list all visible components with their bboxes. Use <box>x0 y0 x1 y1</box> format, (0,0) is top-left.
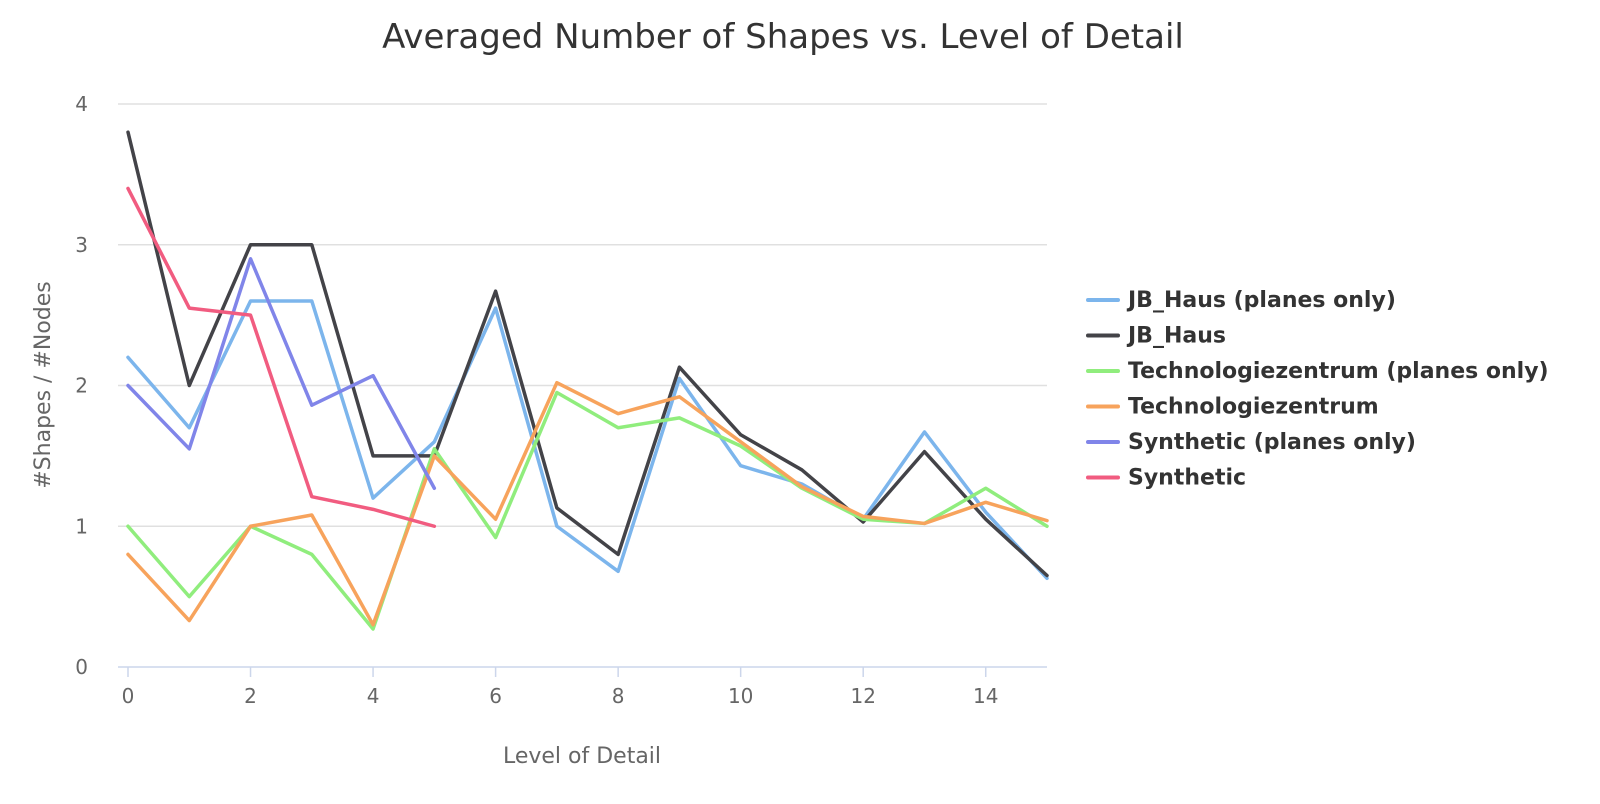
legend-label: Synthetic <box>1128 466 1246 491</box>
series-line-jb-haus-planes-only <box>126 299 1049 581</box>
legend-label: JB_Haus (planes only) <box>1126 288 1396 313</box>
legend-item-technologiezentrum[interactable]: Technologiezentrum <box>1086 395 1379 420</box>
legend-item-synthetic[interactable]: Synthetic <box>1086 466 1246 491</box>
series-line-technologiezentrum-planes-only <box>126 390 1049 631</box>
legend-item-synthetic-planes-only[interactable]: Synthetic (planes only) <box>1086 430 1416 455</box>
series-line-technologiezentrum <box>126 380 1049 627</box>
y-tick-label: 0 <box>75 655 88 679</box>
x-tick-label: 0 <box>122 684 135 708</box>
grid-layer <box>118 103 1047 527</box>
series-line-synthetic <box>126 186 437 528</box>
legend-item-jb-haus-planes-only[interactable]: JB_Haus (planes only) <box>1086 288 1396 313</box>
y-axis-label: #Shapes / #Nodes <box>31 281 56 489</box>
y-tick-label: 1 <box>75 514 88 538</box>
legend: JB_Haus (planes only) JB_Haus Technologiez… <box>1086 288 1549 491</box>
series-layer <box>126 130 1049 631</box>
y-tick-label: 3 <box>75 233 88 257</box>
y-tick-label: 4 <box>75 92 88 116</box>
x-tick-label: 4 <box>367 684 380 708</box>
series-line-jb-haus <box>126 130 1049 578</box>
chart-title: Averaged Number of Shapes vs. Level of D… <box>382 17 1184 57</box>
legend-item-jb-haus[interactable]: JB_Haus <box>1086 324 1226 349</box>
x-tick-label: 14 <box>973 684 998 708</box>
legend-label: JB_Haus <box>1126 324 1226 349</box>
legend-label: Technologiezentrum (planes only) <box>1128 359 1549 384</box>
series-line-synthetic-planes-only <box>126 257 437 490</box>
legend-label: Synthetic (planes only) <box>1128 430 1416 455</box>
x-tick-label: 12 <box>850 684 875 708</box>
legend-label: Technologiezentrum <box>1128 395 1379 420</box>
legend-item-technologiezentrum-planes-only[interactable]: Technologiezentrum (planes only) <box>1086 359 1549 384</box>
x-tick-label: 6 <box>489 684 502 708</box>
x-tick-label: 10 <box>728 684 753 708</box>
y-tick-label: 2 <box>75 374 88 398</box>
x-axis-label: Level of Detail <box>503 744 661 769</box>
x-tick-label: 2 <box>244 684 257 708</box>
x-tick-label: 8 <box>612 684 625 708</box>
